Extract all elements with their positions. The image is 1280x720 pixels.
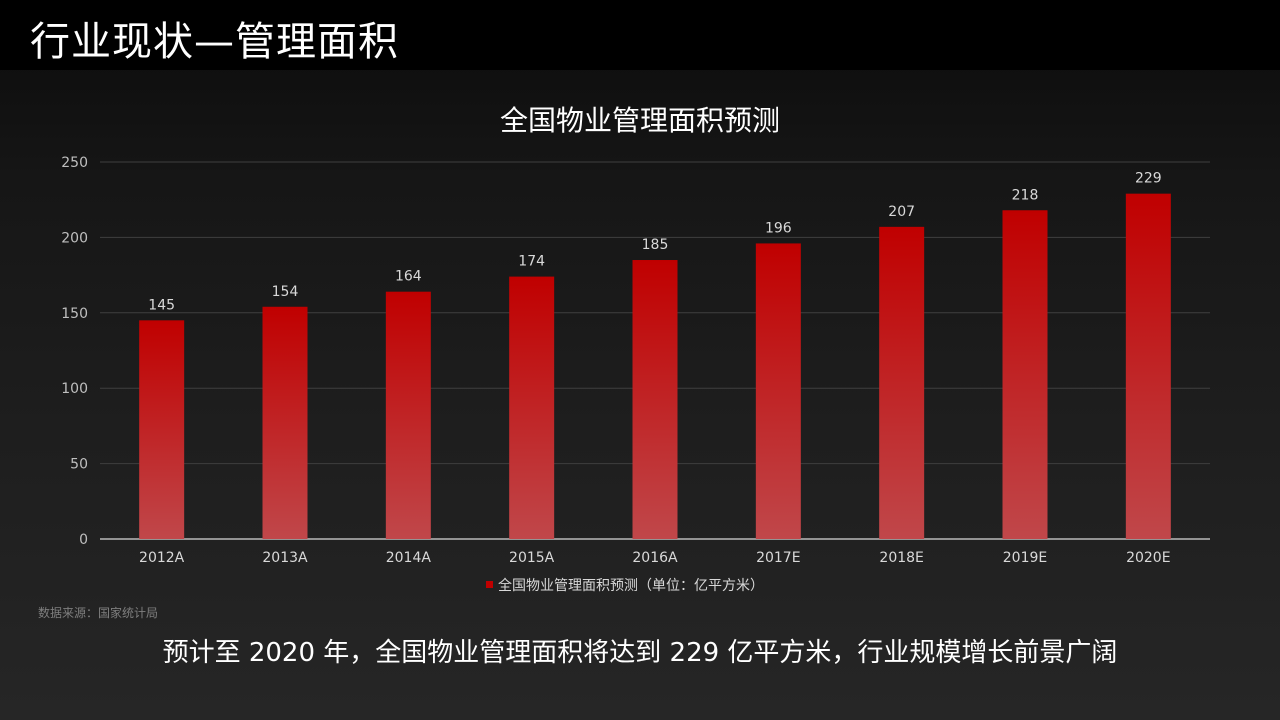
y-tick-label: 50 (70, 457, 88, 473)
bar-2017E (755, 243, 801, 539)
y-tick-label: 200 (61, 230, 88, 246)
y-axis-ticks: 0 50 100 150 200 250 (61, 155, 88, 548)
y-tick-label: 250 (61, 155, 88, 171)
x-axis-ticks: 2012A 2013A 2014A 2015A 2016A 2017E 2018E 2019E… (139, 550, 1171, 566)
legend: 全国物业管理面积预测（单位：亿平方米） (486, 577, 764, 594)
data-label: 218 (1012, 187, 1039, 203)
data-label: 174 (518, 254, 545, 270)
x-tick-label: 2019E (1003, 550, 1047, 566)
data-labels: 145 154 164 174 185 196 207 218 229 (148, 171, 1161, 314)
bar-2020E (1125, 193, 1171, 539)
data-label: 154 (272, 284, 299, 300)
x-tick-label: 2014A (386, 550, 432, 566)
page-title: 行业现状—管理面积 (30, 19, 399, 65)
x-tick-label: 2017E (756, 550, 800, 566)
bars (139, 193, 1171, 540)
y-tick-label: 150 (61, 306, 88, 322)
x-tick-label: 2018E (879, 550, 923, 566)
x-tick-label: 2016A (632, 550, 678, 566)
title-bar (0, 0, 1280, 70)
bar-2014A (385, 291, 431, 539)
chart-title: 全国物业管理面积预测 (500, 104, 780, 137)
bar-2013A (262, 306, 308, 539)
conclusion-text: 预计至 2020 年，全国物业管理面积将达到 229 亿平方米，行业规模增长前景… (162, 638, 1118, 668)
x-tick-label: 2012A (139, 550, 185, 566)
data-label: 229 (1135, 171, 1162, 187)
x-tick-label: 2013A (262, 550, 308, 566)
bar-2016A (632, 260, 678, 539)
bar-2015A (509, 276, 555, 539)
bar-2019E (1002, 210, 1048, 540)
source-note: 数据来源：国家统计局 (38, 606, 159, 620)
data-label: 207 (888, 204, 915, 220)
x-tick-label: 2020E (1126, 550, 1170, 566)
x-tick-label: 2015A (509, 550, 555, 566)
y-tick-label: 100 (61, 381, 88, 397)
data-label: 145 (148, 297, 175, 313)
data-label: 185 (642, 237, 669, 253)
legend-swatch (486, 581, 493, 588)
legend-label: 全国物业管理面积预测（单位：亿平方米） (498, 577, 764, 594)
data-label: 196 (765, 220, 792, 236)
bar-2012A (139, 320, 185, 539)
y-tick-label: 0 (79, 532, 88, 548)
data-label: 164 (395, 269, 422, 285)
bar-2018E (879, 226, 925, 539)
